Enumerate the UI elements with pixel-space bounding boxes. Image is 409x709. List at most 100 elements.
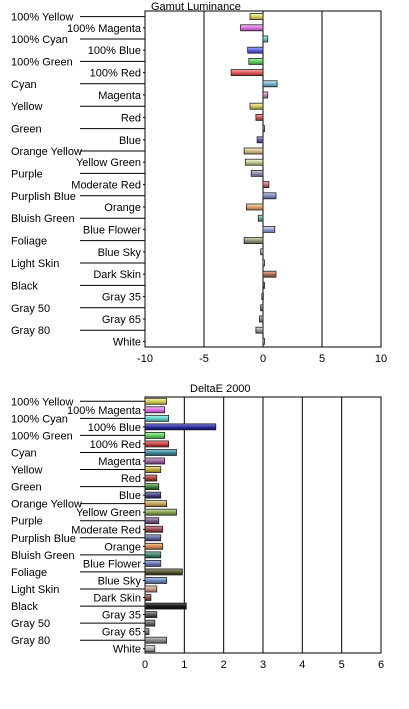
x-tick-label: 0 <box>142 659 148 671</box>
x-tick-label: 4 <box>299 659 305 671</box>
x-tick-label: 6 <box>378 659 384 671</box>
category-label-black: Black <box>11 601 38 613</box>
x-tick-label: 5 <box>339 659 345 671</box>
category-label-cyan: Cyan <box>11 79 37 91</box>
category-label-gray-50: Gray 50 <box>11 303 50 315</box>
bar-moderate-red <box>262 181 270 189</box>
bar-light-skin <box>144 585 158 593</box>
bar-white <box>144 645 156 653</box>
bar-orange-yellow <box>144 500 168 508</box>
category-label-gray-65: Gray 65 <box>102 627 141 639</box>
category-label-magenta: Magenta <box>98 456 142 468</box>
category-label-blue-flower: Blue Flower <box>83 224 141 236</box>
bar-gray-65 <box>144 628 150 636</box>
bar-foliage <box>243 237 264 245</box>
bar-cyan <box>262 80 278 88</box>
bar-100pct-cyan <box>144 414 170 422</box>
category-label-moderate-red: Moderate Red <box>71 180 141 192</box>
bar-orange <box>246 203 264 211</box>
bar-black <box>262 281 265 289</box>
bar-blue-flower <box>144 559 162 567</box>
category-label-blue-sky: Blue Sky <box>98 247 142 259</box>
category-label-100pct-cyan: 100% Cyan <box>11 413 68 425</box>
bar-moderate-red <box>144 525 164 533</box>
bar-blue <box>256 136 264 144</box>
bar-100pct-yellow <box>249 13 264 21</box>
category-label-100pct-red: 100% Red <box>90 68 141 80</box>
bar-100pct-magenta <box>240 24 264 32</box>
category-label-orange-yellow: Orange Yellow <box>11 146 82 158</box>
category-label-100pct-magenta: 100% Magenta <box>67 23 142 35</box>
category-label-blue-sky: Blue Sky <box>98 575 142 587</box>
x-tick-label: 10 <box>375 353 387 365</box>
category-label-gray-35: Gray 35 <box>102 610 141 622</box>
x-tick-label: 2 <box>221 659 227 671</box>
category-label-100pct-blue: 100% Blue <box>88 45 141 57</box>
bar-100pct-cyan <box>262 35 269 43</box>
category-label-gray-80: Gray 80 <box>11 635 50 647</box>
bar-gray-50 <box>260 304 264 312</box>
bar-gray-50 <box>144 619 156 627</box>
bar-100pct-green <box>144 432 166 439</box>
category-label-yellow-green: Yellow Green <box>76 157 141 169</box>
bar-gray-35 <box>261 293 264 301</box>
bar-dark-skin <box>262 270 277 278</box>
bar-blue-sky <box>260 248 264 256</box>
chart-title: DeltaE 2000 <box>190 383 251 395</box>
bar-orange <box>144 542 164 550</box>
bar-100pct-yellow <box>144 397 168 405</box>
bar-purple <box>250 169 264 177</box>
bar-yellow <box>144 466 162 473</box>
bar-orange-yellow <box>243 147 264 155</box>
bar-100pct-red <box>230 69 264 76</box>
category-label-yellow: Yellow <box>11 101 42 113</box>
category-label-light-skin: Light Skin <box>11 258 59 270</box>
category-label-light-skin: Light Skin <box>11 584 59 596</box>
category-label-orange: Orange <box>104 541 141 553</box>
x-tick-label: -5 <box>199 353 209 365</box>
bar-yellow <box>249 102 264 110</box>
category-label-green: Green <box>11 482 42 494</box>
x-tick-label: 3 <box>260 659 266 671</box>
category-label-100pct-blue: 100% Blue <box>88 422 141 434</box>
category-label-gray-65: Gray 65 <box>102 314 141 326</box>
category-label-yellow: Yellow <box>11 465 42 477</box>
bar-bluish-green <box>257 214 264 222</box>
bar-gray-35 <box>144 611 158 619</box>
category-label-purple: Purple <box>11 516 43 528</box>
bar-foliage <box>144 568 183 576</box>
category-label-orange: Orange <box>104 202 141 214</box>
category-label-foliage: Foliage <box>11 236 47 248</box>
category-label-red: Red <box>121 473 141 485</box>
category-label-blue-flower: Blue Flower <box>83 558 141 570</box>
category-label-100pct-magenta: 100% Magenta <box>67 405 142 417</box>
category-label-purple: Purple <box>11 168 43 180</box>
category-label-100pct-cyan: 100% Cyan <box>11 34 68 46</box>
category-label-gray-35: Gray 35 <box>102 292 141 304</box>
category-label-gray-50: Gray 50 <box>11 618 50 630</box>
bar-100pct-blue <box>247 46 264 54</box>
category-label-green: Green <box>11 124 42 136</box>
category-label-bluish-green: Bluish Green <box>11 550 75 562</box>
category-label-dark-skin: Dark Skin <box>93 269 141 281</box>
category-label-black: Black <box>11 280 38 292</box>
bar-white <box>262 337 265 345</box>
bar-green <box>262 125 265 132</box>
category-label-foliage: Foliage <box>11 567 47 579</box>
bar-blue-sky <box>144 577 168 584</box>
category-label-purplish-blue: Purplish Blue <box>11 533 76 545</box>
category-label-white: White <box>113 336 141 348</box>
bar-100pct-green <box>248 58 264 65</box>
plot-frame <box>144 396 382 654</box>
category-label-yellow-green: Yellow Green <box>76 507 141 519</box>
x-tick-label: 0 <box>260 353 266 365</box>
bar-green <box>144 483 160 490</box>
bar-gray-80 <box>255 326 264 334</box>
bar-cyan <box>144 449 177 456</box>
bar-gray-65 <box>259 315 264 323</box>
bar-gray-80 <box>144 636 168 644</box>
category-label-magenta: Magenta <box>98 90 142 102</box>
bar-purple <box>144 517 160 525</box>
